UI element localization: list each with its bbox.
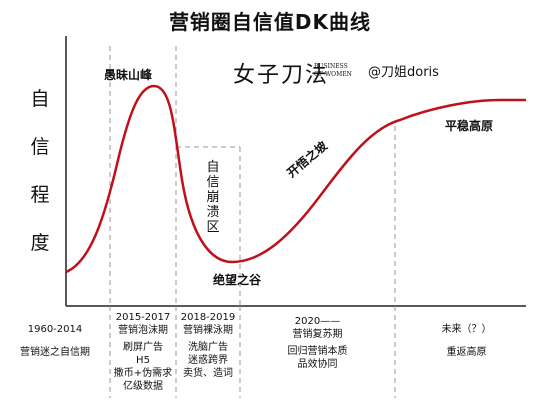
period-years: 2020—— [294, 316, 341, 327]
period-column: 2018-2019 营销裸泳期 洗脑广告 迷惑跨界 卖货、造词 [176, 311, 240, 380]
y-axis-char: 度 [30, 232, 50, 254]
period-years: 未来（？） [441, 324, 492, 335]
period-column: 未来（？） 重返高原 [395, 323, 538, 359]
period-stage: 营销复苏期 [292, 329, 343, 340]
brand-logo-subtext: BUSINESS OF WOMEN [314, 63, 352, 78]
period-description: 重返高原 [446, 347, 487, 358]
label-peak: 愚昧山峰 [104, 68, 153, 82]
period-description: 营销迷之自信期 [20, 347, 90, 358]
label-collapse-zone: 自信崩溃区 [206, 160, 220, 235]
dk-curve [65, 84, 526, 274]
brand-logo-text: 女子刀法 [233, 63, 330, 88]
y-axis-char: 自 [30, 88, 50, 110]
period-years: 2015-2017 [115, 312, 171, 323]
y-axis-label: 自 信 程 度 [28, 88, 52, 280]
period-description: 回归营销本质 品效协同 [287, 346, 348, 370]
y-axis-char: 信 [30, 136, 50, 158]
period-description: 刷屏广告 H5 撒币+伪需求 亿级数据 [113, 342, 173, 392]
period-years: 1960-2014 [27, 324, 83, 335]
period-stage: 营销泡沫期 [118, 325, 168, 336]
label-valley: 绝望之谷 [213, 273, 262, 287]
period-column: 1960-2014 营销迷之自信期 [2, 323, 108, 359]
page-title: 营销圈自信值DK曲线 [168, 10, 372, 34]
period-years: 2018-2019 [180, 312, 236, 323]
period-stage: 营销裸泳期 [183, 325, 233, 336]
period-column: 2020—— 营销复苏期 回归营销本质 品效协同 [240, 315, 395, 371]
period-column: 2015-2017 营销泡沫期 刷屏广告 H5 撒币+伪需求 亿级数据 [110, 311, 176, 393]
label-plateau: 平稳高原 [445, 119, 494, 133]
author-handle: @刀姐doris [368, 65, 439, 80]
y-axis-char: 程 [30, 184, 50, 206]
period-description: 洗脑广告 迷惑跨界 卖货、造词 [183, 342, 233, 379]
